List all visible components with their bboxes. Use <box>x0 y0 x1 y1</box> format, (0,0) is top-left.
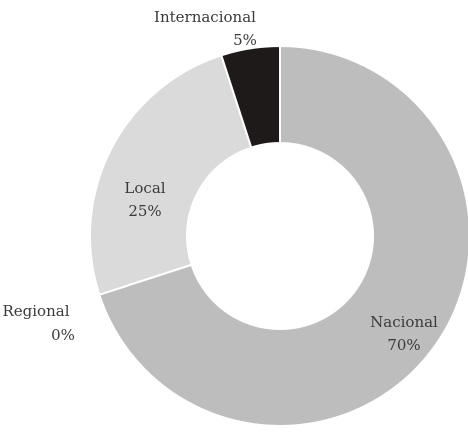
label-nacional-value: 70% <box>387 336 420 354</box>
label-regional-name: Regional <box>2 302 69 320</box>
slice-label-internacional: Internacional 5% <box>154 8 257 49</box>
label-local-value: 25% <box>128 202 161 220</box>
donut-slices <box>89 44 468 427</box>
donut-slice-internacional <box>220 44 281 149</box>
slice-label-local: Local 25% <box>124 179 165 220</box>
label-regional-value: 0% <box>51 326 75 344</box>
label-local-name: Local <box>124 179 165 197</box>
label-nacional-name: Nacional <box>370 313 438 331</box>
slice-label-nacional: Nacional 70% <box>370 313 438 354</box>
label-internacional-value: 5% <box>233 31 257 49</box>
donut-slice-nacional <box>98 44 468 427</box>
label-internacional-name: Internacional <box>154 8 256 26</box>
donut-slice-local <box>89 54 253 296</box>
slice-label-regional: Regional 0% <box>2 302 74 344</box>
